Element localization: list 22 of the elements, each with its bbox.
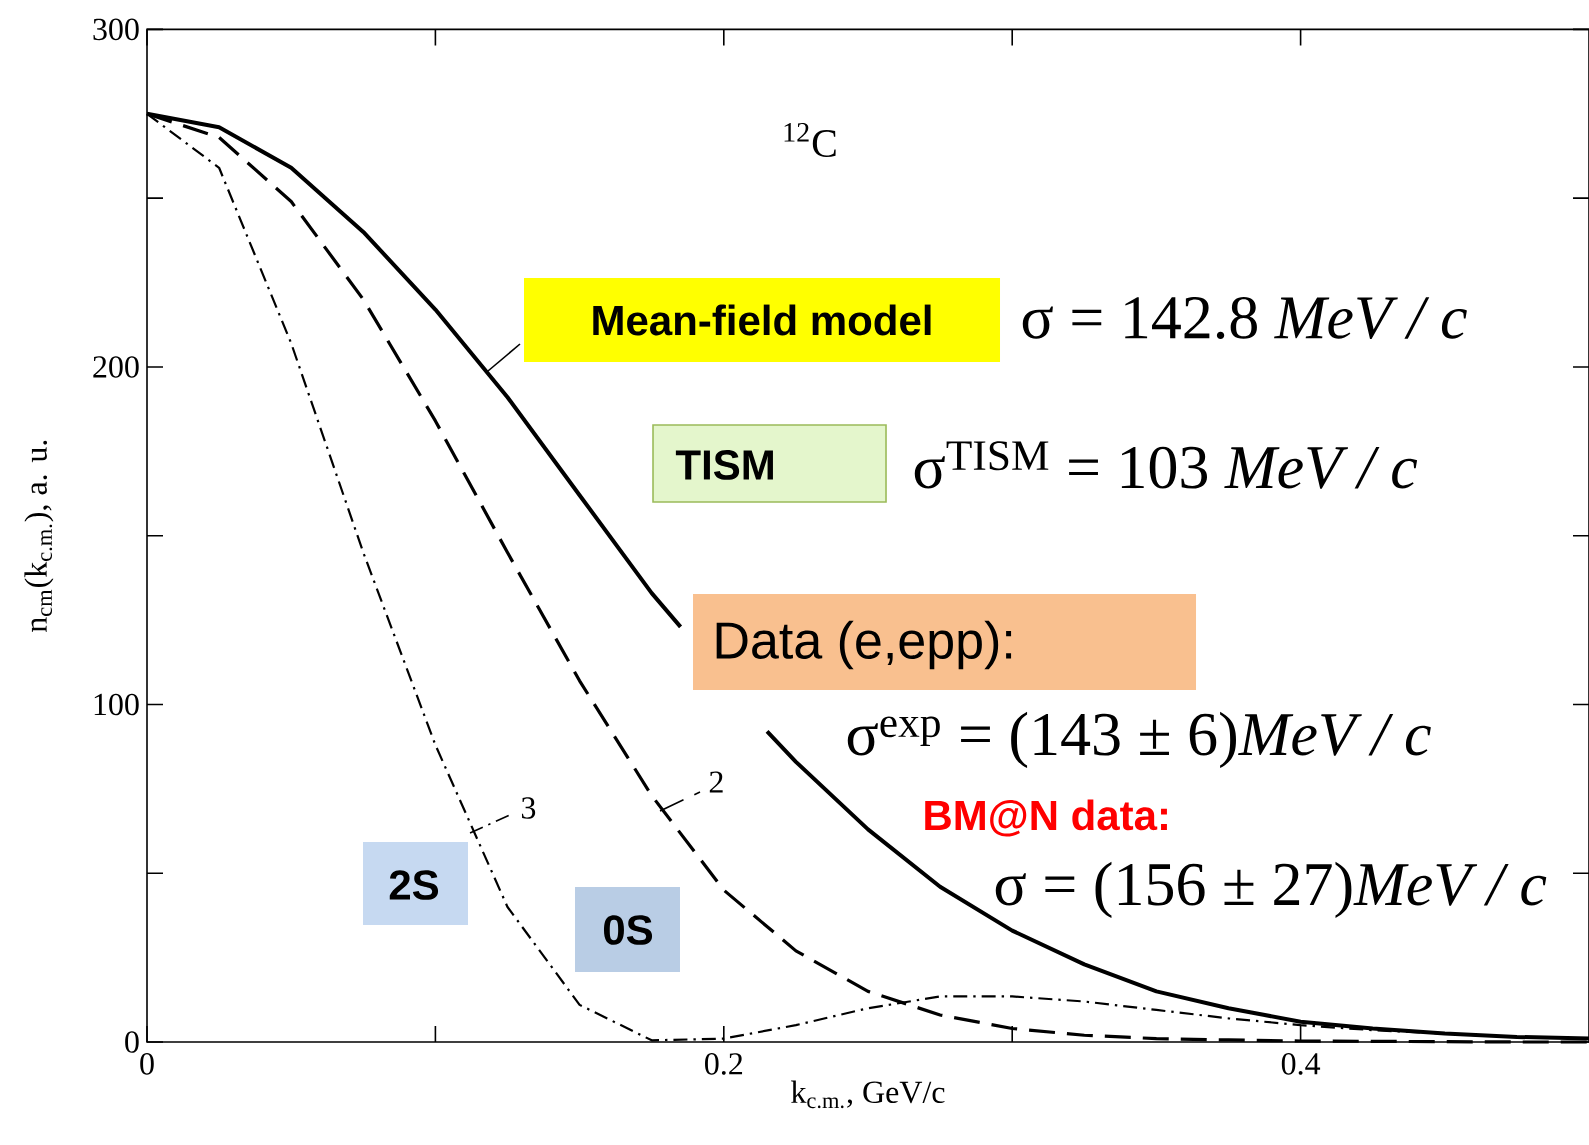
- y-tick-label: 300: [93, 18, 139, 41]
- x-tick-label: 0.4: [1281, 1053, 1321, 1075]
- annotation: 2S: [389, 870, 439, 900]
- y-tick-label: 100: [94, 693, 139, 716]
- annotation: Data (e,epp):: [716, 620, 1012, 670]
- text: Mean-field model: [593, 304, 931, 336]
- y-tick-label: 200: [93, 356, 139, 378]
- x-axis-title: k$_{c.m.}$, GeV/c: [791, 1080, 945, 1109]
- annotation: σ = (156 ± 27)MeV / c: [995, 861, 1547, 919]
- y-tick-label: 0: [125, 1031, 139, 1053]
- annotation: σ = 142.8 MeV / c: [1022, 296, 1467, 340]
- annotation: σ$^{TISM}$ = 103 MeV / c: [914, 441, 1418, 489]
- annotation: 0S: [603, 915, 653, 945]
- annotation: TISM: [675, 450, 773, 480]
- x-tick-label: 0.2: [705, 1053, 743, 1075]
- x-tick-label: 0: [140, 1053, 154, 1075]
- annotation: $^{12}$C: [784, 123, 836, 157]
- annotation: σ$^{exp}$ = (143 ± 6)MeV / c: [847, 711, 1431, 769]
- y-axis-title: n$_{cm}$(k$_{c.m.}$), a. u.: [24, 440, 54, 633]
- annotation: BM@N data:: [925, 799, 1167, 837]
- legend-label: 2: [709, 771, 723, 793]
- legend-label: 3: [521, 797, 536, 819]
